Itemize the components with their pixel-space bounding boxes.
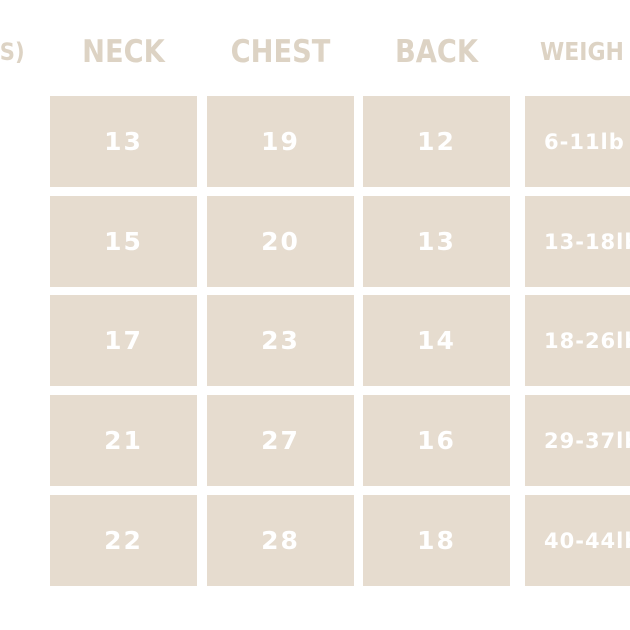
cell-back: 14 — [363, 295, 510, 386]
cell-back: 18 — [363, 495, 510, 586]
cell-chest: 23 — [207, 295, 354, 386]
cell-chest: 28 — [207, 495, 354, 586]
cell-weight: 13-18lb — [525, 196, 630, 287]
cell-back: 12 — [363, 96, 510, 187]
cell-back: 16 — [363, 395, 510, 486]
cell-chest: 19 — [207, 96, 354, 187]
cell-weight: 29-37lb — [525, 395, 630, 486]
cell-weight: 40-44lb — [525, 495, 630, 586]
cell-chest: 20 — [207, 196, 354, 287]
header-back: BACK — [394, 34, 479, 70]
header-size-units: ES) — [0, 38, 25, 66]
cell-neck: 21 — [50, 395, 197, 486]
header-neck: NECK — [82, 34, 165, 70]
cell-chest: 27 — [207, 395, 354, 486]
header-weight: WEIGH — [540, 37, 624, 66]
cell-neck: 17 — [50, 295, 197, 386]
header-chest: CHEST — [230, 34, 331, 70]
cell-back: 13 — [363, 196, 510, 287]
cell-weight: 6-11lb — [525, 96, 630, 187]
cell-neck: 22 — [50, 495, 197, 586]
cell-neck: 13 — [50, 96, 197, 187]
cell-weight: 18-26lb — [525, 295, 630, 386]
cell-neck: 15 — [50, 196, 197, 287]
